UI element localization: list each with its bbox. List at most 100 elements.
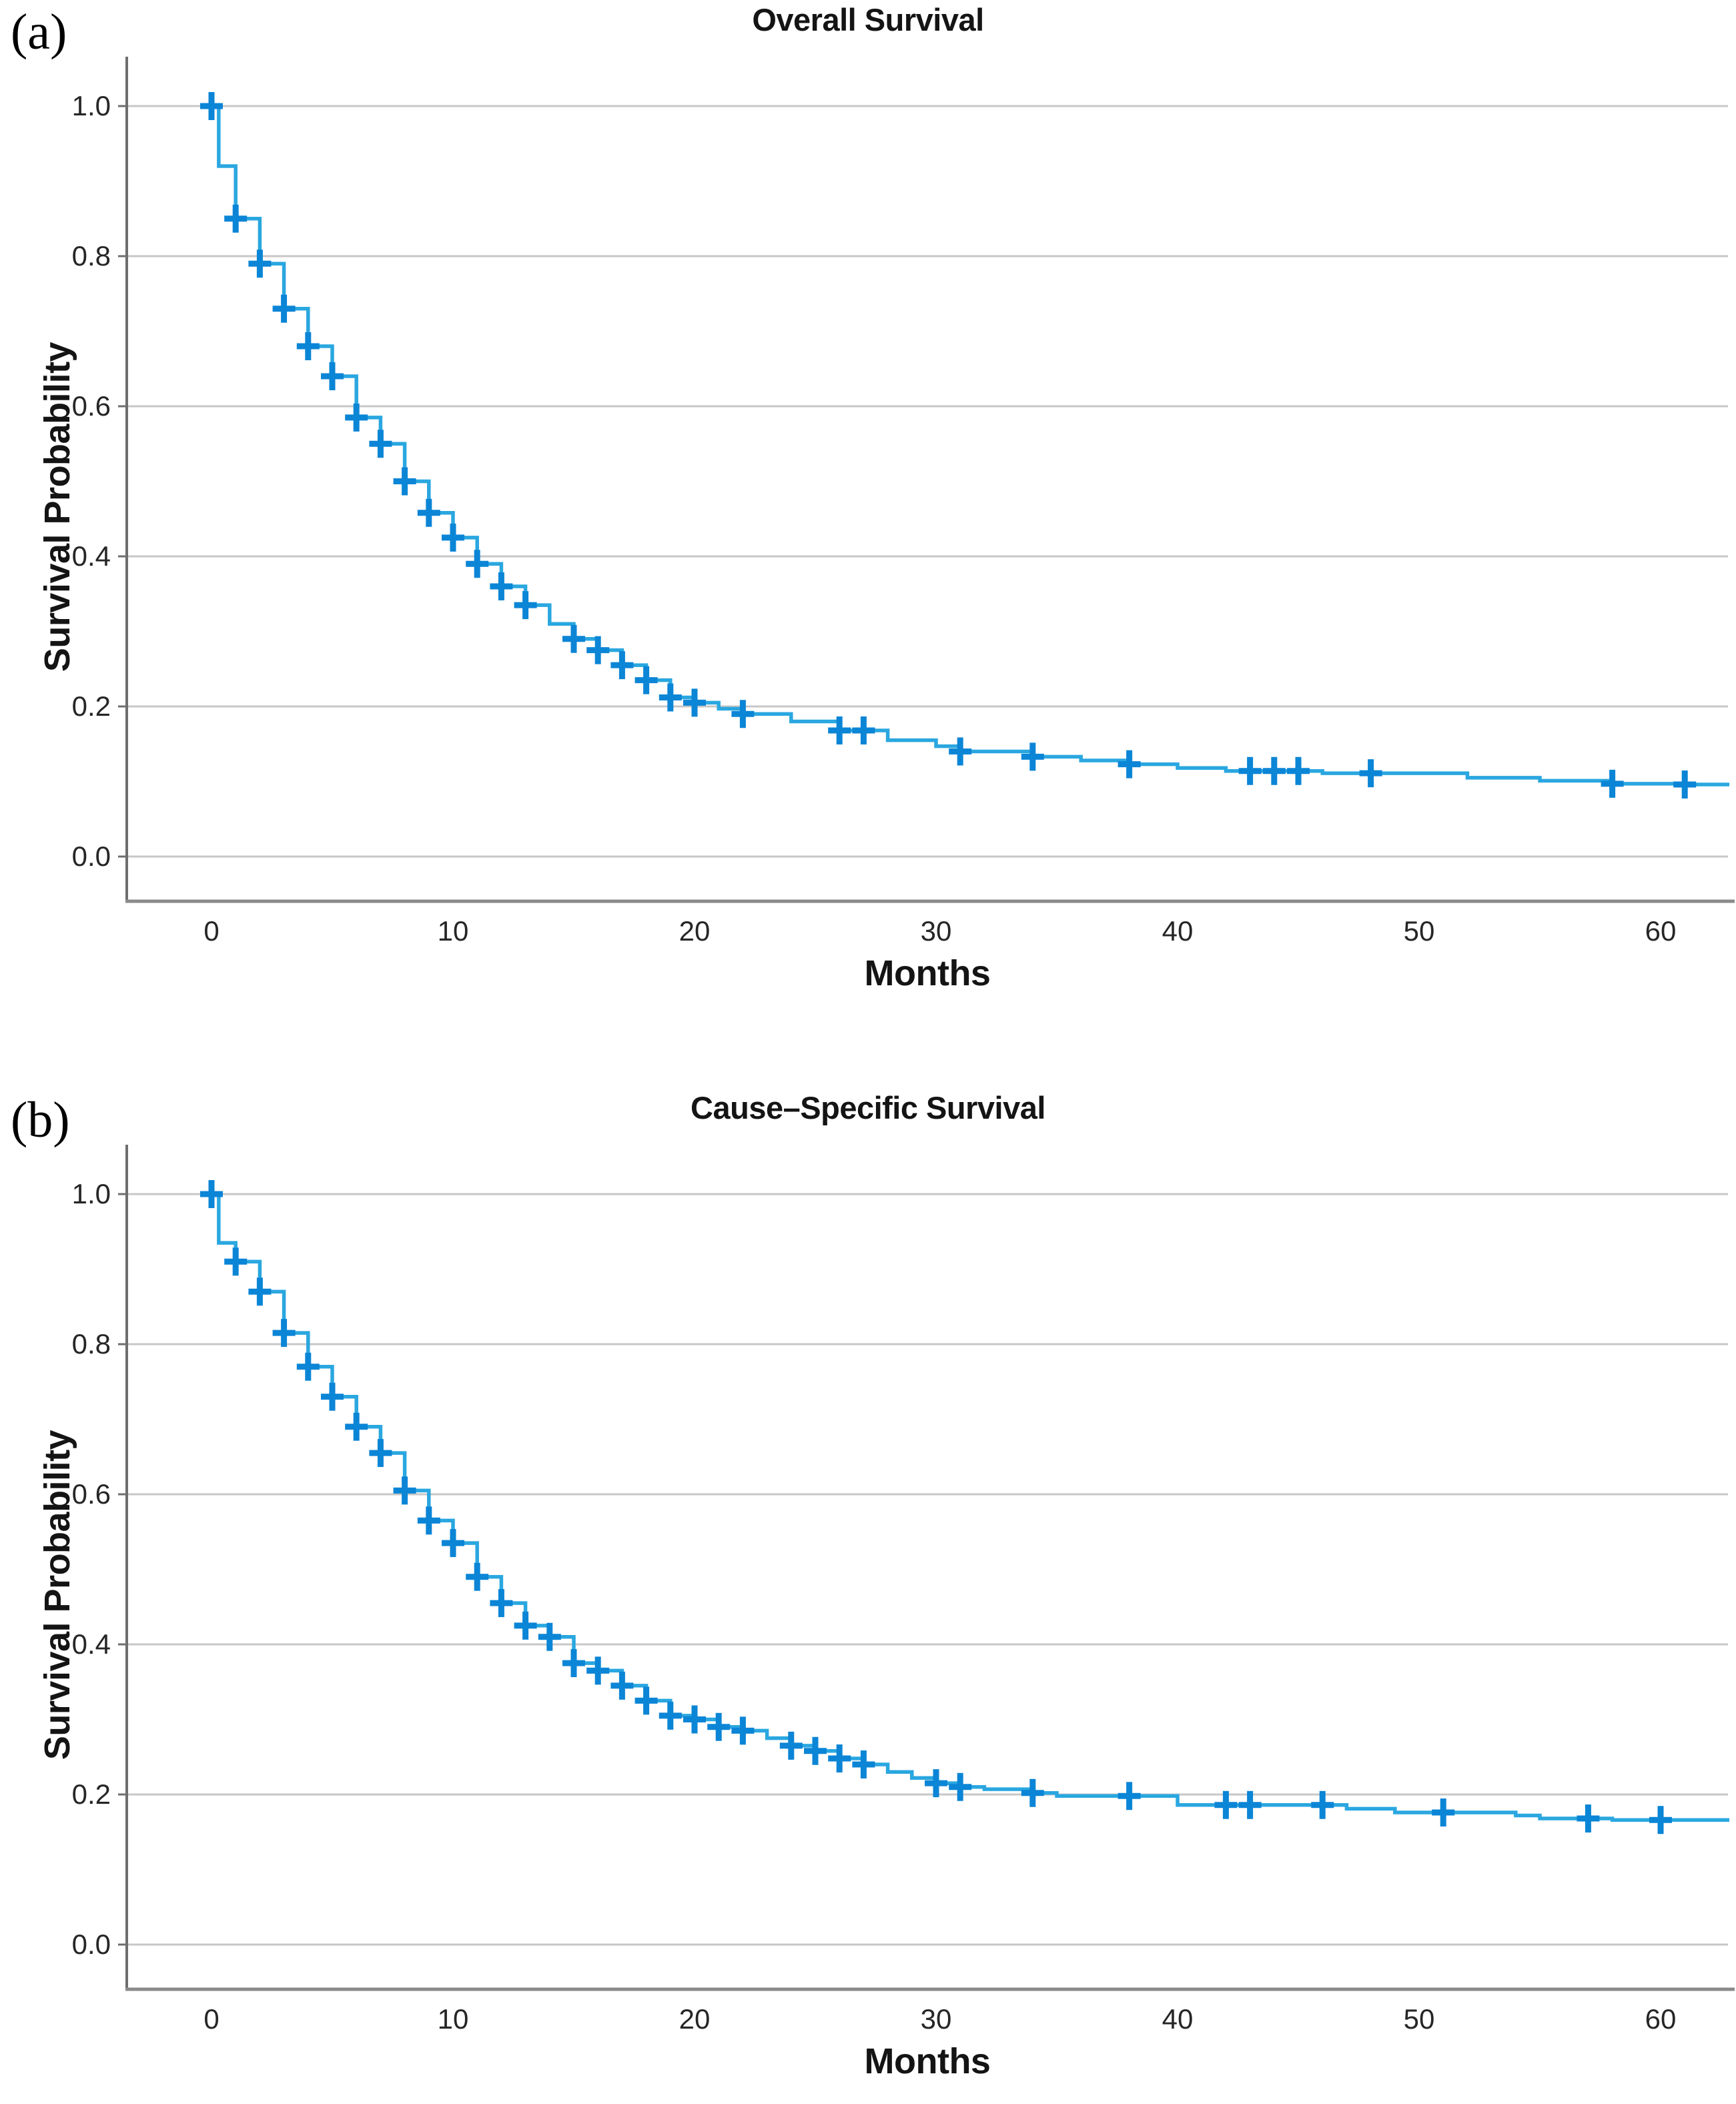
censor-mark [248, 249, 272, 278]
censor-mark [369, 430, 392, 458]
censor-mark [925, 1769, 947, 1798]
censor-mark [1118, 750, 1141, 778]
censor-mark [296, 332, 320, 360]
svg-text:20: 20 [679, 2003, 711, 2035]
censor-mark [1359, 759, 1382, 788]
censor-mark [296, 1352, 320, 1381]
censor-mark [731, 1716, 755, 1745]
censor-mark [1577, 1804, 1600, 1832]
censor-mark [442, 1529, 464, 1558]
censor-mark [393, 467, 416, 496]
censor-mark [683, 688, 706, 717]
censor-mark [248, 1277, 272, 1306]
censor-mark [514, 1611, 537, 1640]
panel-cause-specific-survival-inner: (b) Cause–Specific Survival Survival Pro… [0, 1088, 1736, 2104]
censor-mark [417, 498, 440, 527]
censor-mark [1311, 1790, 1334, 1819]
censor-mark [828, 716, 851, 744]
censor-mark [1214, 1790, 1238, 1819]
censor-mark [731, 700, 755, 728]
censor-mark [562, 1649, 585, 1678]
svg-text:30: 30 [921, 915, 952, 947]
censor-mark [321, 1382, 344, 1411]
censor-mark [442, 523, 464, 552]
censor-mark [514, 591, 537, 620]
censor-mark [1432, 1798, 1455, 1826]
censor-mark [586, 1656, 610, 1685]
censor-mark [828, 1744, 851, 1772]
panel-label-b: (b) [11, 1092, 70, 1148]
censor-mark [1673, 770, 1697, 799]
censor-mark [1118, 1782, 1141, 1810]
censor-mark [272, 294, 296, 323]
svg-text:20: 20 [679, 915, 711, 947]
censor-mark [804, 1736, 827, 1765]
censor-mark [1021, 1778, 1044, 1807]
censor-mark [610, 651, 634, 680]
chart-title-cause-specific-survival: Cause–Specific Survival [691, 1090, 1045, 1125]
svg-text:0: 0 [203, 2003, 219, 2035]
chart-title-overall-survival: Overall Survival [752, 2, 984, 37]
censor-mark [1287, 756, 1310, 785]
svg-text:0.6: 0.6 [72, 390, 111, 422]
panel-label-a: (a) [11, 4, 67, 60]
svg-text:0.2: 0.2 [72, 690, 111, 722]
svg-text:50: 50 [1404, 915, 1435, 947]
svg-text:60: 60 [1645, 915, 1677, 947]
censor-mark [949, 737, 972, 766]
x-axis-label-cause-specific-survival: Months [864, 2041, 991, 2081]
svg-text:60: 60 [1645, 2003, 1677, 2035]
censor-mark [1262, 756, 1286, 785]
censor-mark [224, 204, 248, 233]
censor-mark [634, 1686, 658, 1715]
svg-text:40: 40 [1162, 2003, 1194, 2035]
censor-mark [538, 1622, 561, 1651]
svg-text:0.0: 0.0 [72, 1929, 111, 1960]
censor-mark [683, 1705, 706, 1734]
km-plot-cause-specific-survival: 1.0 0.8 0.6 0.4 0.2 0.0 0 10 20 30 40 50 60 [72, 1145, 1735, 2035]
censor-mark [852, 1750, 875, 1778]
censor-mark [1238, 1790, 1262, 1819]
censor-mark [852, 716, 875, 744]
x-axis-label-overall-survival: Months [864, 953, 991, 993]
censor-mark [345, 1412, 368, 1441]
svg-text:30: 30 [921, 2003, 952, 2035]
svg-text:10: 10 [438, 2003, 469, 2035]
censor-mark [466, 550, 489, 578]
censor-mark [1021, 742, 1044, 771]
censor-mark [659, 1701, 682, 1730]
censor-mark [634, 666, 658, 694]
svg-text:1.0: 1.0 [72, 90, 111, 121]
km-plot-overall-survival: 1.0 0.8 0.6 0.4 0.2 0.0 0 10 20 30 40 50 60 [72, 57, 1735, 947]
svg-text:0.4: 0.4 [72, 1628, 111, 1660]
censor-mark [490, 572, 513, 600]
svg-text:10: 10 [438, 915, 469, 947]
svg-text:50: 50 [1404, 2003, 1435, 2035]
svg-text:0.8: 0.8 [72, 240, 111, 272]
censor-mark [417, 1506, 440, 1535]
svg-text:0.0: 0.0 [72, 841, 111, 872]
censor-mark [393, 1476, 416, 1505]
censor-mark [1238, 756, 1262, 785]
censor-mark [345, 403, 368, 432]
censor-mark [224, 1247, 248, 1276]
svg-text:0.2: 0.2 [72, 1778, 111, 1810]
svg-text:0.8: 0.8 [72, 1328, 111, 1360]
censor-mark [779, 1731, 803, 1760]
censor-mark [321, 362, 344, 390]
censor-mark [466, 1562, 489, 1591]
censor-mark [949, 1772, 972, 1801]
censor-mark [200, 92, 223, 120]
svg-text:40: 40 [1162, 915, 1194, 947]
svg-text:0.6: 0.6 [72, 1478, 111, 1510]
censor-mark [369, 1439, 392, 1468]
censor-mark [610, 1671, 634, 1700]
censor-mark [707, 1712, 731, 1741]
censor-mark [562, 624, 585, 653]
panel-overall-survival-inner: (a) Overall Survival Survival Probabilit… [11, 2, 1735, 993]
censor-mark [200, 1180, 223, 1208]
censor-mark [586, 636, 610, 664]
censor-mark [490, 1589, 513, 1618]
svg-text:1.0: 1.0 [72, 1178, 111, 1209]
panel-cause-specific-survival: (b) Cause–Specific Survival Survival Pro… [0, 1052, 1736, 2104]
